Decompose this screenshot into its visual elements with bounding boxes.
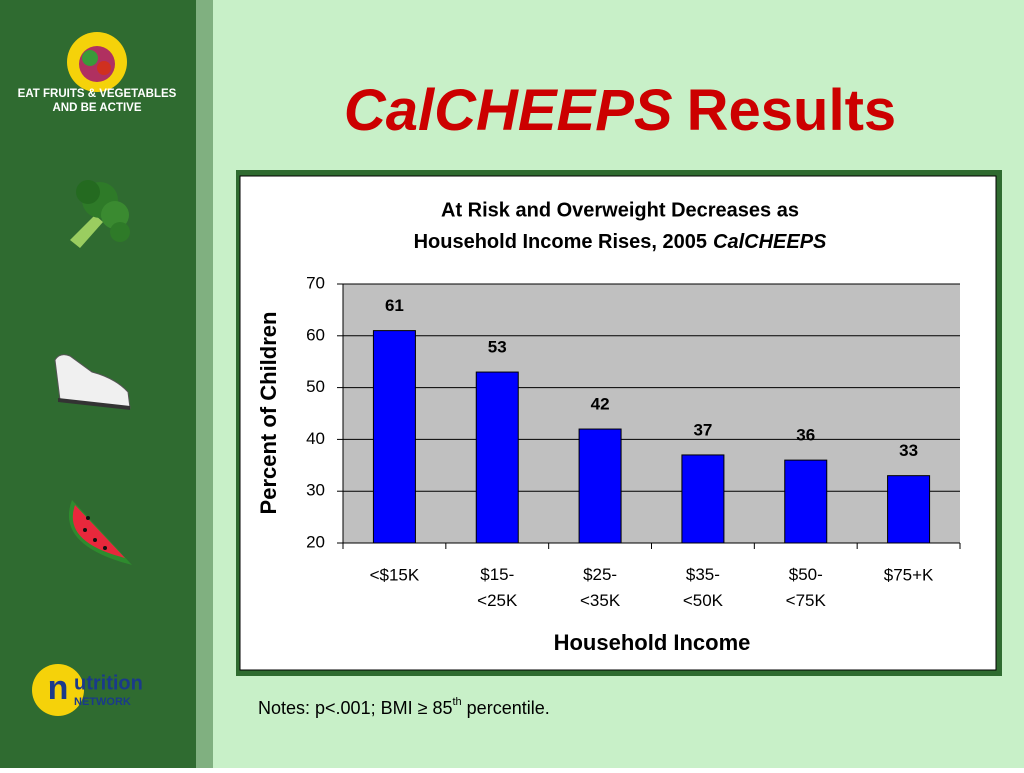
y-tick-label: 20 [306,532,325,551]
y-axis-label: Percent of Children [256,312,281,515]
x-axis-label: Household Income [554,630,751,655]
broccoli-icon [70,180,130,248]
svg-text:n: n [48,669,69,707]
slide-title-italic: CalCHEEPS [344,78,673,143]
slide-title: CalCHEEPS Results [344,78,896,143]
x-tick-label: $50-<75K [786,565,827,610]
y-tick-label: 40 [306,429,325,448]
shoe-icon [54,354,131,410]
notes-text: Notes: p<.001; BMI ≥ 85 [258,698,452,718]
data-label: 53 [488,338,507,357]
slide-title-rest: Results [687,78,897,143]
chart-title: At Risk and Overweight Decreases as [441,199,799,221]
x-tick-label: $75+K [884,565,934,584]
bar [784,459,828,544]
bar [887,475,931,544]
data-label: 37 [693,420,712,439]
plot-area [343,284,960,543]
data-label: 36 [796,426,815,445]
bar [372,330,416,544]
logo-text: AND BE ACTIVE [52,102,141,114]
notes: Notes: p<.001; BMI ≥ 85th percentile. [258,696,550,718]
y-tick-label: 50 [306,377,325,396]
network-logo-text: utrition [74,672,143,694]
bar [475,371,519,544]
sidebar-stripe [196,0,213,768]
chart-title-italic: CalCHEEPS [713,231,827,253]
chart-title: Household Income Rises, 2005 CalCHEEPS [414,231,827,253]
plot: 20 30 40 50 60 70 <$15K 61 $15-<25K 53 $25-<35K 42 $… [306,273,961,610]
logo-text: EAT FRUITS & VEGETABLES [18,88,177,100]
x-tick-label: $35-<50K [683,565,724,610]
watermelon-icon [68,500,132,565]
network-logo: n [32,664,84,716]
x-tick-label: $25-<35K [580,565,621,610]
data-label: 33 [899,441,918,460]
network-logo-text: NETWORK [74,696,131,708]
y-tick-label: 60 [306,325,325,344]
data-label: 61 [385,296,404,315]
chart-title-part: Household Income Rises, 2005 [414,231,707,253]
bar [578,428,622,544]
notes-sup: th [452,696,461,708]
notes-after: percentile. [467,698,550,718]
sun-logo [67,32,127,92]
y-tick-label: 30 [306,481,325,500]
y-tick-label: 70 [306,273,325,292]
x-tick-label: $15-<25K [477,565,518,610]
data-label: 42 [591,395,610,414]
bar [681,454,725,544]
x-tick-label: <$15K [370,565,420,584]
